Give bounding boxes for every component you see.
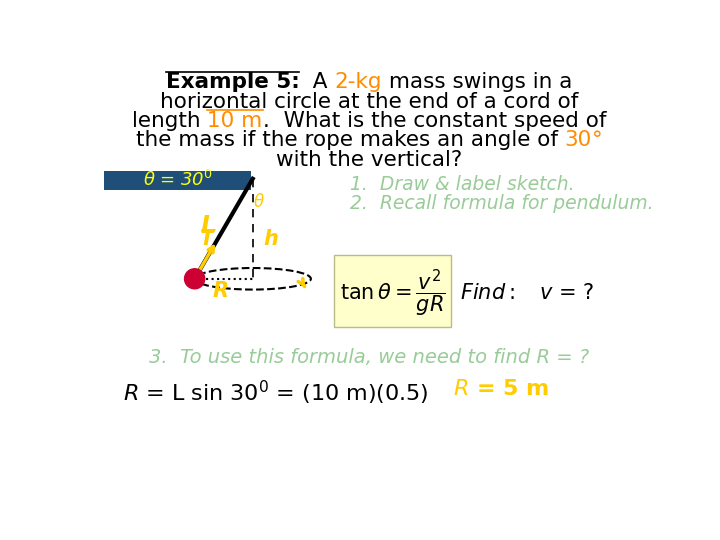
Text: Example 5:: Example 5:	[166, 72, 300, 92]
Text: h: h	[263, 229, 278, 249]
Text: 30: 30	[564, 130, 592, 150]
Text: $\tan\theta = \dfrac{v^2}{gR}$: $\tan\theta = \dfrac{v^2}{gR}$	[340, 267, 446, 319]
Text: 2-kg: 2-kg	[335, 72, 382, 92]
Text: the mass if the rope makes an angle of: the mass if the rope makes an angle of	[135, 130, 564, 150]
Text: horizontal circle at the end of a cord of: horizontal circle at the end of a cord o…	[160, 92, 578, 112]
Text: T: T	[200, 229, 214, 249]
Text: R: R	[212, 281, 229, 301]
Text: 10 m: 10 m	[207, 111, 263, 131]
Text: $\mathit{Find:}$   $v$ = ?: $\mathit{Find:}$ $v$ = ?	[459, 283, 594, 303]
Text: $\theta$ = 30$^0$: $\theta$ = 30$^0$	[143, 170, 212, 191]
Text: 1.  Draw & label sketch.: 1. Draw & label sketch.	[350, 175, 575, 194]
Circle shape	[184, 269, 204, 289]
Text: $\theta$: $\theta$	[253, 193, 265, 211]
Text: 2.  Recall formula for pendulum.: 2. Recall formula for pendulum.	[350, 194, 653, 213]
Text: length: length	[132, 111, 207, 131]
Text: L: L	[201, 214, 216, 238]
Text: .  What is the constant speed of: . What is the constant speed of	[263, 111, 606, 131]
Text: $\mathit{R}$ = L sin 30$^0$ = (10 m)(0.5): $\mathit{R}$ = L sin 30$^0$ = (10 m)(0.5…	[123, 379, 429, 407]
Text: $\mathit{R}$ = 5 m: $\mathit{R}$ = 5 m	[453, 379, 549, 399]
Text: with the vertical?: with the vertical?	[276, 150, 462, 170]
Text: A: A	[300, 72, 335, 92]
FancyBboxPatch shape	[104, 171, 251, 190]
FancyBboxPatch shape	[334, 255, 451, 327]
Text: °: °	[592, 130, 603, 150]
Text: 3.  To use this formula, we need to find R = ?: 3. To use this formula, we need to find …	[149, 348, 589, 367]
Text: mass swings in a: mass swings in a	[382, 72, 572, 92]
